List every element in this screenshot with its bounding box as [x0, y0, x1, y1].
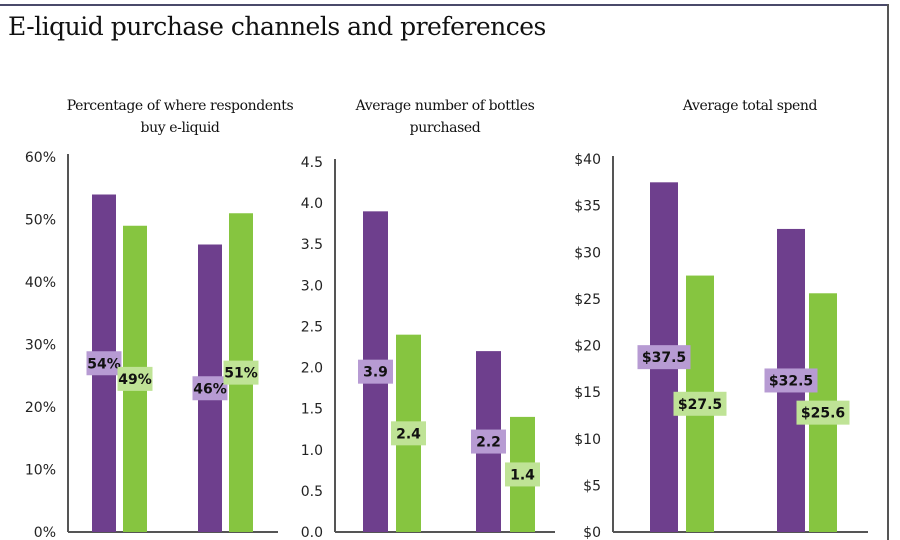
- chart-3-data-label: $37.5: [642, 350, 686, 366]
- chart-2-ytick-label: 2.0: [301, 361, 323, 377]
- chart-3-data-label-bg: [796, 400, 850, 425]
- chart-1-data-label-bg: [117, 366, 153, 391]
- chart-2-ytick-label: 3.0: [301, 278, 323, 294]
- chart-2-data-label: 1.4: [510, 467, 535, 483]
- chart-2-data-label-bg: [505, 462, 540, 487]
- chart-3-data-label-bg: [673, 391, 727, 416]
- chart-1-data-label-bg: [192, 376, 228, 401]
- chart-1-data-label: 51%: [224, 366, 258, 382]
- chart-2-ytick-label: 0.0: [301, 525, 323, 540]
- chart-3-ytick-label: $30: [574, 245, 601, 261]
- chart-2-title: Average number of bottles purchased: [355, 98, 535, 136]
- top-border: [0, 4, 888, 6]
- chart-2-data-label: 3.9: [363, 365, 388, 381]
- chart-1-data-label: 46%: [193, 381, 227, 397]
- chart-3-ytick-label: $10: [574, 432, 601, 448]
- chart-3-ytick-label: $0: [583, 525, 601, 540]
- chart-1-data-label: 49%: [118, 372, 152, 388]
- chart-3-title: Average total spend: [682, 98, 818, 114]
- chart-1-data-label: 54%: [87, 356, 121, 372]
- chart-2-ytick-label: 1.5: [301, 402, 323, 418]
- chart-2-ytick-label: 4.0: [301, 196, 323, 212]
- chart-3-ytick-label: $40: [574, 152, 601, 168]
- chart-2-ytick-label: 0.5: [301, 484, 323, 500]
- right-border: [887, 4, 889, 540]
- chart-3-data-label: $25.6: [801, 406, 845, 422]
- chart-1-ytick-label: 0%: [34, 525, 56, 540]
- chart-1-ytick-label: 40%: [25, 275, 56, 291]
- chart-1-data-label-bg: [223, 360, 259, 385]
- chart-1-ytick-label: 30%: [25, 338, 56, 354]
- chart-3-data-label: $27.5: [678, 397, 722, 413]
- chart-1-data-label-bg: [86, 351, 122, 376]
- chart-3-data-label-bg: [637, 345, 691, 370]
- chart-2-data-label-bg: [471, 429, 506, 454]
- chart-3-ytick-label: $15: [574, 385, 601, 401]
- chart-1-ytick-label: 60%: [25, 150, 56, 166]
- chart-2-data-label: 2.2: [476, 435, 501, 451]
- page-title: E-liquid purchase channels and preferenc…: [8, 12, 546, 41]
- chart-2-data-label: 2.4: [396, 426, 421, 442]
- chart-3-ytick-label: $25: [574, 292, 601, 308]
- chart-3-ytick-label: $20: [574, 339, 601, 355]
- chart-2-ytick-label: 4.5: [301, 155, 323, 171]
- chart-1-ytick-label: 10%: [25, 463, 56, 479]
- chart-1-ytick-label: 50%: [25, 213, 56, 229]
- chart-3-data-label-bg: [764, 368, 818, 393]
- chart-2-data-label-bg: [358, 359, 393, 384]
- chart-3-ytick-label: $35: [574, 199, 601, 215]
- chart-3-ytick-label: $5: [583, 478, 601, 494]
- chart-1-title: Percentage of where respondents buy e-li…: [66, 98, 294, 136]
- chart-1-ytick-label: 20%: [25, 400, 56, 416]
- chart-3-data-label: $32.5: [769, 373, 813, 389]
- chart-2-ytick-label: 2.5: [301, 319, 323, 335]
- chart-2-ytick-label: 3.5: [301, 237, 323, 253]
- chart-2-data-label-bg: [391, 421, 426, 446]
- chart-2-ytick-label: 1.0: [301, 443, 323, 459]
